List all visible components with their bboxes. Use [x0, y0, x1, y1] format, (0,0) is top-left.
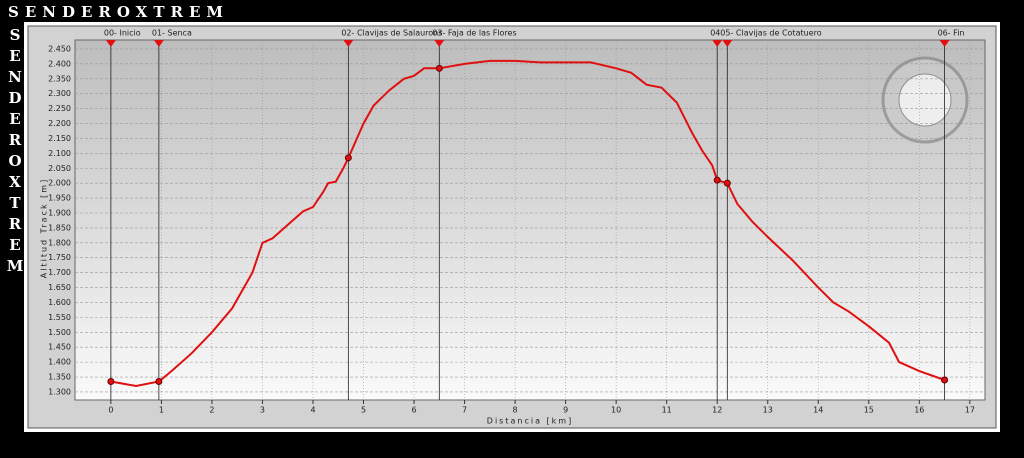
y-tick-label: 2.100 — [48, 149, 71, 158]
waypoint-label: 04 — [710, 29, 720, 38]
brand-side: SENDEROXTREM — [6, 26, 24, 278]
y-tick-label: 2.450 — [48, 44, 71, 53]
y-tick-label: 2.200 — [48, 119, 71, 128]
x-tick-label: 11 — [662, 406, 672, 415]
x-tick-label: 12 — [712, 406, 722, 415]
x-tick-label: 10 — [611, 406, 621, 415]
y-tick-label: 1.450 — [48, 343, 71, 352]
y-tick-label: 2.350 — [48, 74, 71, 83]
y-tick-label: 2.150 — [48, 134, 71, 143]
waypoint-label: 00- Inicio — [104, 29, 141, 38]
waypoint-marker — [435, 64, 443, 72]
waypoint-marker — [344, 154, 352, 162]
y-tick-label: 1.950 — [48, 194, 71, 203]
waypoint-marker — [155, 378, 163, 386]
waypoint-flag — [153, 40, 164, 47]
x-tick-label: 7 — [462, 406, 467, 415]
y-tick-label: 1.700 — [48, 268, 71, 277]
x-tick-label: 8 — [513, 406, 518, 415]
brand-title: SENDEROXTREM — [8, 3, 229, 21]
plot-area — [74, 39, 986, 401]
x-tick-label: 0 — [108, 406, 113, 415]
x-tick-label: 4 — [310, 406, 315, 415]
x-tick-label: 5 — [361, 406, 366, 415]
y-tick-label: 1.400 — [48, 358, 71, 367]
y-tick-label: 1.650 — [48, 283, 71, 292]
logo — [881, 56, 969, 144]
y-tick-label: 1.900 — [48, 208, 71, 217]
waypoint-marker — [723, 179, 731, 187]
x-tick-label: 3 — [260, 406, 265, 415]
x-axis-title: Distancia [km] — [487, 417, 573, 426]
x-tick-label: 15 — [864, 406, 874, 415]
waypoint-flag — [712, 40, 723, 47]
y-tick-label: 2.000 — [48, 179, 71, 188]
x-tick-label: 2 — [209, 406, 214, 415]
x-tick-label: 9 — [563, 406, 568, 415]
y-tick-label: 1.300 — [48, 387, 71, 396]
y-tick-label: 2.050 — [48, 164, 71, 173]
y-tick-label: 1.850 — [48, 223, 71, 232]
waypoint-flag — [105, 40, 116, 47]
waypoint-label: 03- Faja de las Flores — [432, 29, 516, 38]
waypoint-label: 06- Fin — [938, 29, 965, 38]
x-tick-label: 17 — [965, 406, 975, 415]
elevation-line — [110, 59, 945, 388]
y-tick-label: 2.250 — [48, 104, 71, 113]
x-tick-label: 6 — [411, 406, 416, 415]
waypoint-flag — [434, 40, 445, 47]
waypoint-flag — [722, 40, 733, 47]
waypoint-label: 01- Senca — [152, 29, 192, 38]
y-tick-label: 2.400 — [48, 59, 71, 68]
y-axis-title: Altitud Track [m] — [40, 178, 49, 278]
x-tick-label: 13 — [763, 406, 773, 415]
waypoint-label: 05- Clavijas de Cotatuero — [720, 29, 821, 38]
waypoint-marker — [941, 376, 949, 384]
x-tick-label: 1 — [159, 406, 164, 415]
x-tick-label: 16 — [914, 406, 924, 415]
y-tick-label: 1.800 — [48, 238, 71, 247]
y-tick-label: 1.350 — [48, 373, 71, 382]
y-tick-label: 2.300 — [48, 89, 71, 98]
y-tick-label: 1.600 — [48, 298, 71, 307]
waypoint-marker — [713, 176, 721, 184]
waypoint-marker — [107, 378, 115, 386]
y-tick-label: 1.550 — [48, 313, 71, 322]
y-tick-label: 1.500 — [48, 328, 71, 337]
waypoint-flag — [939, 40, 950, 47]
waypoint-flag — [343, 40, 354, 47]
y-tick-label: 1.750 — [48, 253, 71, 262]
x-tick-label: 14 — [813, 406, 823, 415]
waypoint-label: 02- Clavijas de Salaurons — [341, 29, 442, 38]
